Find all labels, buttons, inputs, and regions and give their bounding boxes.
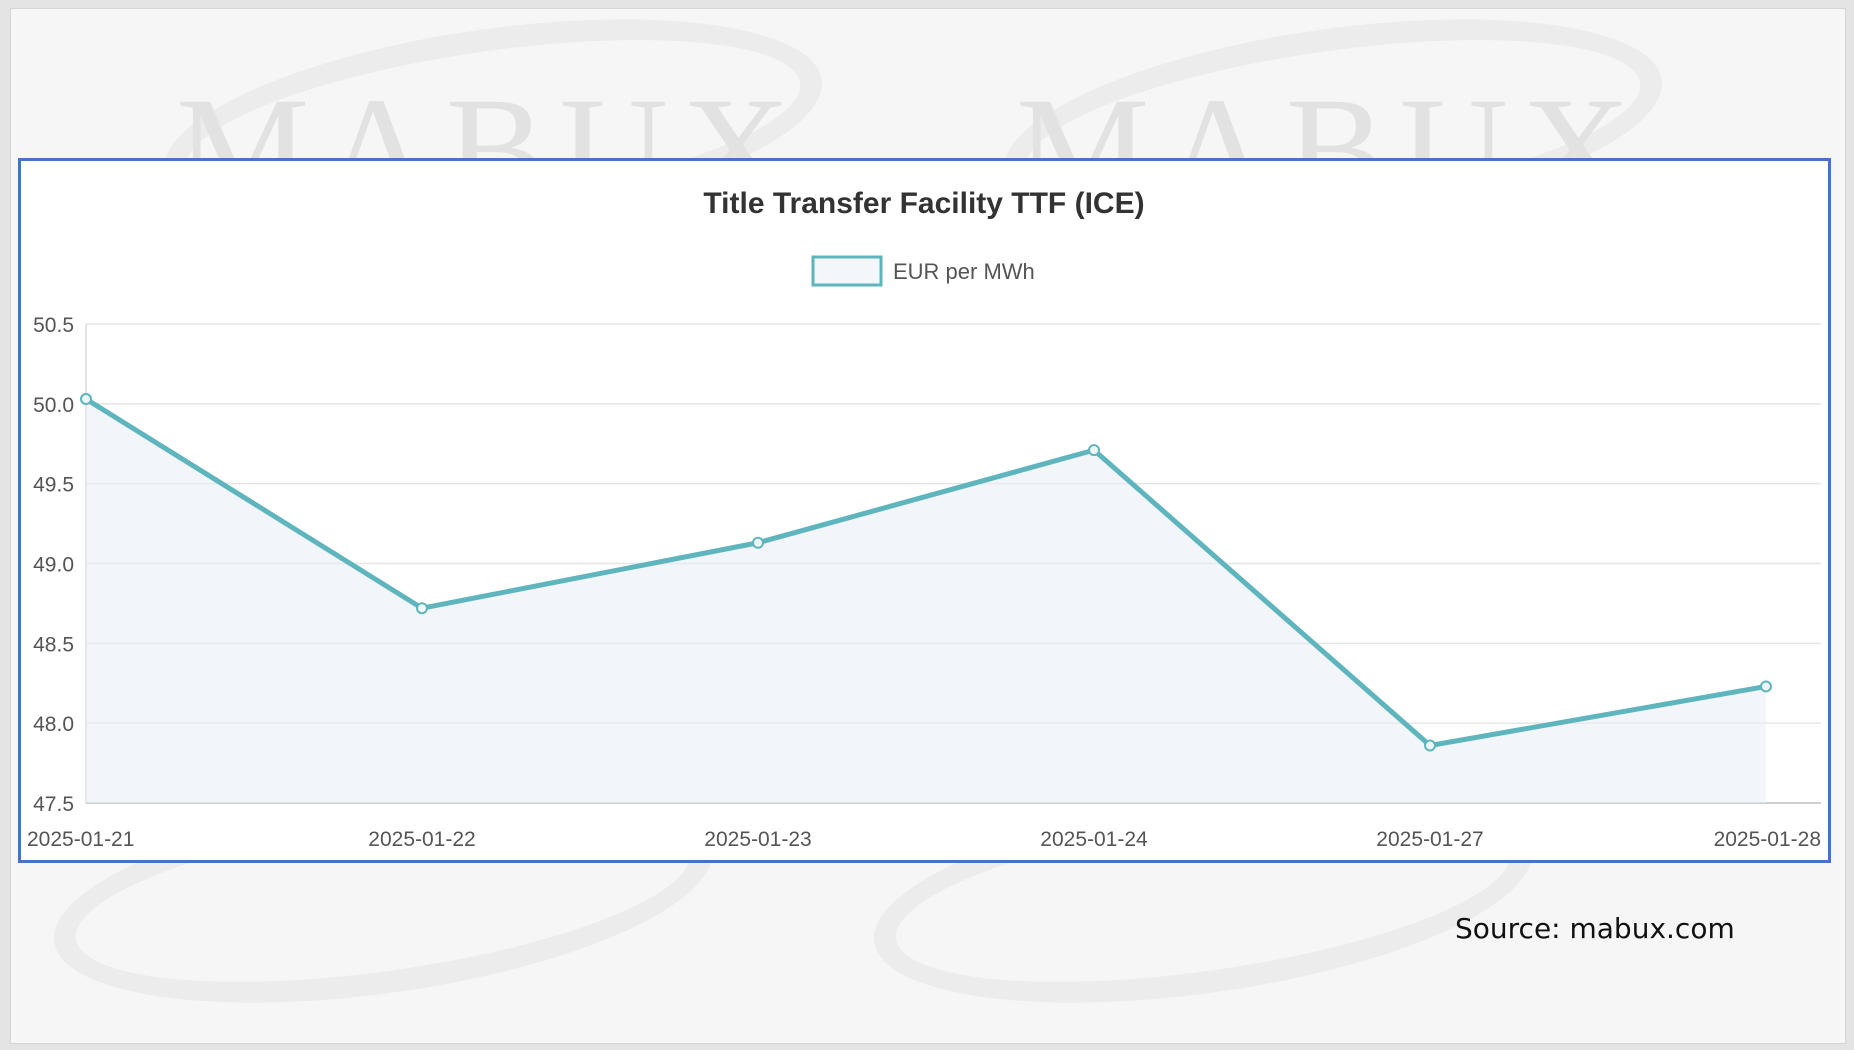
legend: EUR per MWh — [811, 255, 1035, 287]
y-tick-label: 47.5 — [33, 793, 74, 816]
x-tick-label: 2025-01-24 — [1040, 828, 1148, 851]
series-line — [84, 396, 1767, 749]
x-tick-label: 2025-01-28 — [1714, 828, 1821, 851]
legend-label: EUR per MWh — [893, 259, 1035, 284]
y-tick-label: 49.0 — [33, 554, 74, 577]
x-tick-label: 2025-01-21 — [27, 828, 134, 851]
data-point[interactable] — [1760, 680, 1772, 693]
line-chart: Title Transfer Facility TTF (ICE) EUR pe… — [27, 187, 1821, 851]
data-point[interactable] — [752, 536, 764, 549]
series-area — [86, 399, 1766, 803]
legend-swatch — [811, 255, 883, 287]
x-tick-label: 2025-01-27 — [1376, 828, 1483, 851]
y-tick-label: 49.5 — [33, 474, 74, 497]
data-point[interactable] — [80, 393, 92, 406]
source-caption: Source: mabux.com — [1455, 912, 1735, 945]
x-axis: 2025-01-21 2025-01-22 2025-01-23 2025-01-24… — [27, 828, 1821, 851]
data-point[interactable] — [1424, 739, 1436, 752]
data-point[interactable] — [1088, 444, 1100, 457]
y-tick-label: 50.0 — [33, 394, 74, 417]
x-tick-label: 2025-01-22 — [368, 828, 475, 851]
chart-title: Title Transfer Facility TTF (ICE) — [703, 187, 1144, 220]
y-tick-label: 50.5 — [33, 314, 74, 337]
x-tick-label: 2025-01-23 — [704, 828, 811, 851]
y-tick-label: 48.0 — [33, 713, 74, 736]
data-point[interactable] — [416, 602, 428, 615]
y-axis: 50.5 50.0 49.5 49.0 48.5 48.0 47.5 — [33, 314, 74, 816]
series-eur-per-mwh — [80, 393, 1772, 803]
y-tick-label: 48.5 — [33, 633, 74, 656]
chart-frame: Title Transfer Facility TTF (ICE) EUR pe… — [18, 158, 1831, 863]
